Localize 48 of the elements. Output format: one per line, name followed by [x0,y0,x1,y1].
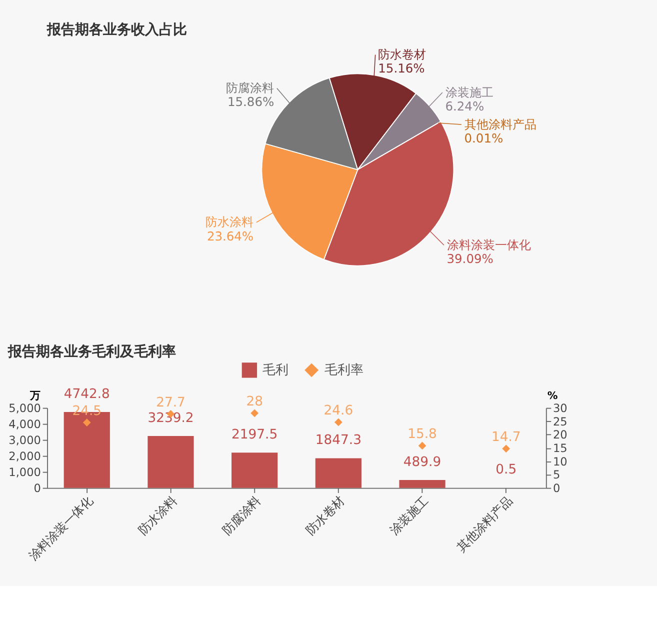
y2-tick-label: 20 [552,428,568,442]
legend-label: 毛利率 [324,362,364,378]
slice-label: 防水涂料 [206,215,254,230]
data-label: 6.24% [445,99,484,114]
slice-label: 涂装施工 [445,85,494,100]
data-label: 0.5 [496,462,517,478]
data-label: 24.6 [324,404,354,419]
slice-label: 涂料涂装一体化 [446,238,531,252]
slice-label: 其他涂料产品 [464,117,536,132]
data-label: 24.5 [72,404,102,419]
x-tick-label: 其他涂料产品 [454,494,515,555]
x-tick-label: 防水涂料 [136,494,180,538]
chart-title: 报告期各业务收入占比 [46,22,188,38]
data-label: 28 [246,394,263,410]
x-tick-label: 涂料涂装一体化 [26,494,96,564]
y-tick-label: 1,000 [8,466,41,480]
slice-label: 防腐涂料 [226,80,274,95]
y-tick-label: 5,000 [8,402,41,416]
slice-label: 防水卷材 [378,48,426,62]
y2-tick-label: 15 [552,442,568,456]
data-label: 15.86% [228,95,274,110]
y-tick-label: 3,000 [8,434,41,448]
y2-tick-label: 10 [552,455,568,468]
chart-title: 报告期各业务毛利及毛利率 [7,343,176,360]
data-label: 0.01% [464,131,504,146]
y-axis-title: 万 [29,390,40,402]
data-label: 1847.3 [315,433,362,448]
data-label: 2197.5 [232,428,278,443]
data-label: 15.16% [378,62,425,76]
data-label: 39.09% [446,252,494,266]
legend-label: 毛利 [262,362,289,378]
y2-tick-label: 0 [552,482,560,496]
x-tick-label: 防腐涂料 [220,494,264,538]
data-label: 489.9 [403,454,442,470]
y-tick-label: 0 [34,482,41,496]
data-label: 23.64% [206,229,254,244]
x-tick-label: 防水卷材 [303,494,348,538]
y2-tick-label: 30 [552,402,568,416]
x-tick-label: 涂装施工 [387,494,432,538]
y2-tick-label: 5 [552,468,560,482]
data-label: 4742.8 [64,386,110,402]
y-tick-label: 4,000 [8,418,41,432]
data-label: 27.7 [156,395,186,410]
y2-tick-label: 25 [552,415,568,428]
y2-axis-title: % [547,390,558,402]
data-label: 15.8 [408,427,437,442]
y-tick-label: 2,000 [8,450,41,464]
data-label: 14.7 [491,430,521,446]
